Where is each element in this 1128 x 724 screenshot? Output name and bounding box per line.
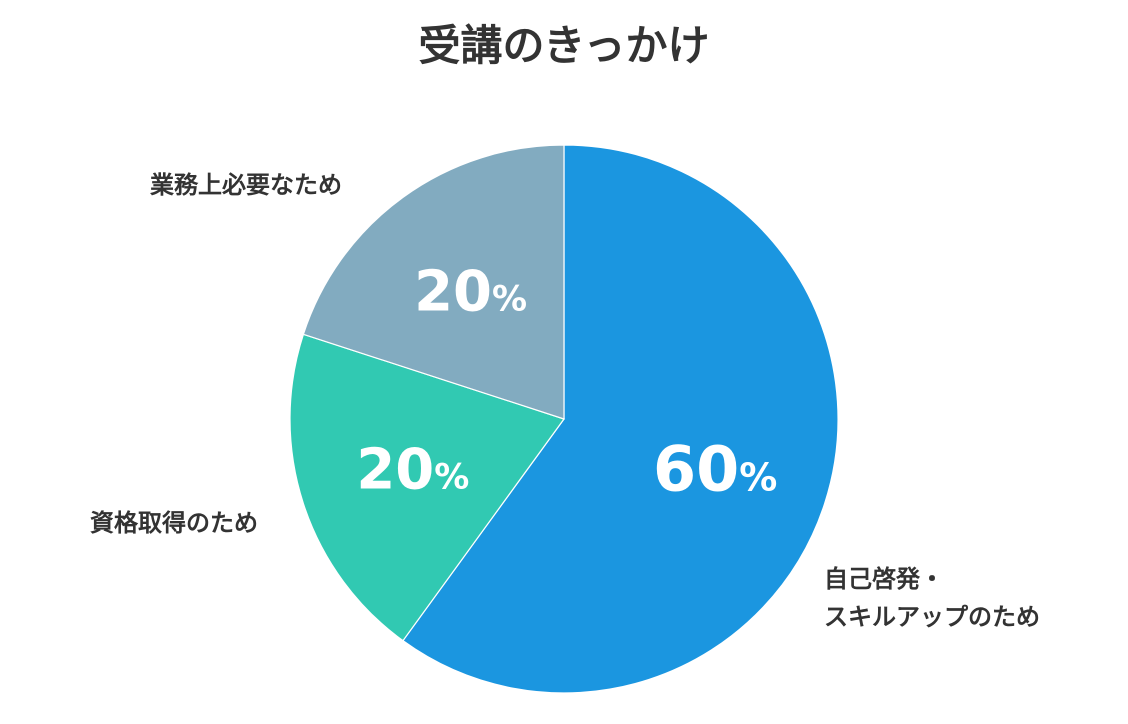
percentage-label-2: 20% xyxy=(356,437,469,502)
pie-slice-2 xyxy=(289,333,565,642)
category-label-2: 資格取得のため xyxy=(90,509,258,537)
chart-title: 受講のきっかけ xyxy=(418,21,709,70)
percentage-label-3: 20% xyxy=(414,260,527,325)
category-labels: 自己啓発・スキルアップのため 資格取得のため 業務上必要なため xyxy=(90,171,1040,631)
category-label-1: 自己啓発・スキルアップのため xyxy=(824,565,1040,631)
percentage-label-1: 60% xyxy=(653,432,777,505)
pie-slice-1 xyxy=(402,144,839,694)
percentage-labels: 60% 20% 20% xyxy=(356,260,777,506)
pie-slice-3 xyxy=(302,144,565,420)
pie-slices xyxy=(289,144,839,694)
category-label-3: 業務上必要なため xyxy=(150,171,342,199)
